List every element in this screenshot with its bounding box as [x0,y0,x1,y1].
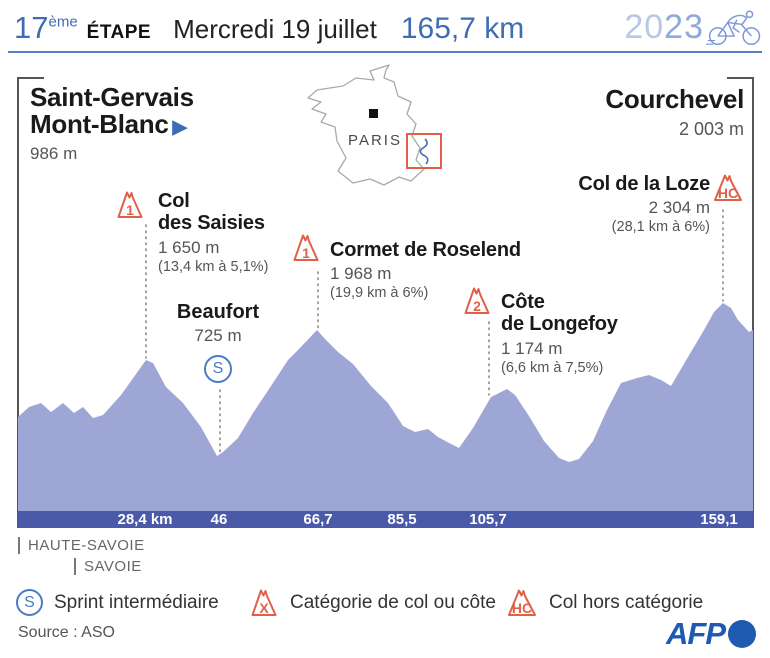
stage-region-box [406,133,442,169]
header-divider [8,51,762,53]
year-last-digits: 23 [664,8,704,46]
climb-name: Col [158,190,190,212]
climb-altitude: 1 968 m [330,264,392,284]
stage-route-squiggle [419,138,429,165]
stage-number-value: 17 [14,10,49,45]
afp-logo-text: AFP [666,616,726,651]
marker-dotted-lines [145,209,724,454]
department-label: HAUTE-SAVOIE [18,537,145,554]
sprint-icon: S [204,355,232,383]
climb-detail: (6,6 km à 7,5%) [501,359,604,376]
climb-label-longefoy: Côte de Longefoy 1 174 m (6,6 km à 7,5%) [501,291,618,376]
climb-label-roselend: Cormet de Roselend 1 968 m (19,9 km à 6%… [330,239,521,301]
cyclist-icon [706,10,761,45]
stage-label: ÉTAPE [86,22,152,43]
stage-distance: 165,7 km [400,12,525,45]
start-name-line1: Saint-Gervais [30,82,194,112]
chart-frame-left [17,77,19,528]
climb-detail: (28,1 km à 6%) [611,219,710,236]
elevation-profile-chart [18,209,753,528]
climb-label-loze: Col de la Loze 2 304 m (28,1 km à 6%) [578,173,710,235]
france-outline [307,64,425,186]
elevation-area [18,303,753,528]
climb-altitude: 1 174 m [501,338,563,358]
legend-hc-symbol: HC [511,600,533,616]
km-distance-bar [18,511,753,528]
afp-logo-circle [728,620,756,648]
km-marker: 66,7 [303,511,333,528]
climb-name: Côte [501,291,545,313]
km-marker: 85,5 [387,511,417,528]
category-value: HC [717,185,739,201]
start-name: Saint-Gervais Mont-Blanc ▶ [30,82,194,140]
start-name-line2: Mont-Blanc [30,109,169,140]
legend-category-symbol: X [259,600,269,616]
climb-name: de Longefoy [501,313,618,336]
stage-number: 17ème [14,10,78,46]
stage-ordinal: ème [48,13,78,31]
km-marker: 105,7 [469,511,507,528]
finish-altitude: 2 003 m [678,119,744,139]
climb-name: Col de la Loze [578,173,710,195]
finish-name: Courchevel [605,84,744,114]
legend-hc-icon: HC [506,586,538,617]
km-marker: 159,1 [700,511,738,528]
climb-label-saisies: Col des Saisies 1 650 m (13,4 km à 5,1%) [158,190,268,275]
category-value: 1 [302,245,310,261]
category-value: 2 [473,298,481,314]
legend-hc-label: Col hors catégorie [549,592,704,613]
km-marker: 28,4 km [117,511,173,528]
climb-name: des Saisies [158,212,265,235]
finish-location: Courchevel 2 003 m [605,84,744,140]
chart-frame-top-left [17,77,44,79]
legend-category-icon: X [250,586,278,617]
chart-frame-top-right [727,77,754,79]
year-label: 2023 [624,8,704,47]
department-label: SAVOIE [74,558,142,575]
climb-detail: (13,4 km à 5,1%) [158,258,269,275]
source-credit: Source : ASO [18,624,115,641]
paris-label: PARIS [348,132,402,149]
paris-marker [369,109,378,118]
climb-altitude: 1 650 m [158,237,220,257]
stage-date: Mercredi 19 juillet [173,14,377,44]
sprint-name: Beaufort [176,301,260,323]
start-altitude: 986 m [30,143,78,163]
category-value: 1 [126,202,134,218]
hors-categorie-icon: HC [712,171,744,202]
category-1-icon: 1 [292,231,320,262]
sprint-label: Beaufort 725 m [177,301,259,346]
climb-altitude: 2 304 m [648,198,710,218]
legend-sprint-icon: S [16,589,43,616]
france-locator-map: PARIS [303,60,455,208]
afp-logo: AFP [666,616,756,652]
legend-sprint-label: Sprint intermédiaire [54,592,219,613]
header: 17ème ÉTAPE Mercredi 19 juillet 165,7 km [14,10,524,46]
chart-frame-right [752,77,754,528]
start-arrow-icon: ▶ [172,117,188,139]
category-2-icon: 2 [463,284,491,315]
km-marker: 46 [210,511,228,528]
year-first-digits: 20 [624,8,665,46]
category-1-icon: 1 [116,188,144,219]
sprint-altitude: 725 m [194,326,242,345]
climb-detail: (19,9 km à 6%) [330,285,429,302]
climb-name: Cormet de Roselend [330,239,521,261]
start-location: Saint-Gervais Mont-Blanc ▶ 986 m [30,82,194,164]
legend-category-label: Catégorie de col ou côte [290,592,496,613]
